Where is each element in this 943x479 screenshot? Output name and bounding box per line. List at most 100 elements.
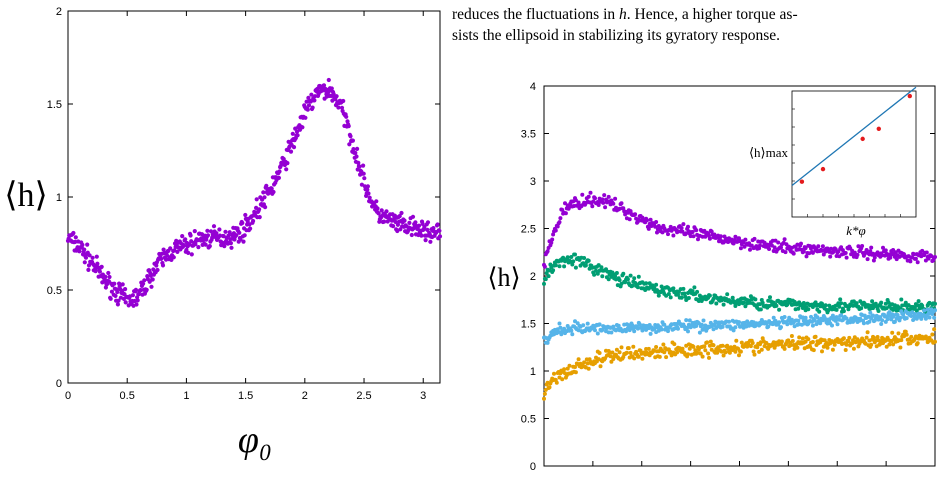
data-point-series-1 — [868, 249, 873, 254]
data-point — [181, 243, 187, 248]
data-point-series-1 — [707, 236, 712, 241]
data-point-series-3 — [694, 324, 699, 328]
data-point — [375, 206, 380, 211]
data-point-series-3 — [573, 319, 577, 324]
data-point — [115, 289, 120, 295]
data-point-series-4 — [887, 342, 892, 347]
data-point-series-4 — [751, 349, 756, 354]
data-point-series-1 — [563, 201, 567, 206]
data-point-series-1 — [645, 218, 649, 223]
inset-data-point — [820, 166, 826, 172]
data-point — [276, 175, 281, 180]
data-point — [205, 233, 211, 238]
data-point — [357, 164, 362, 169]
data-point-series-3 — [595, 331, 600, 336]
data-point — [248, 226, 253, 231]
data-point-series-1 — [545, 249, 550, 254]
data-point-series-3 — [867, 319, 872, 324]
data-point — [82, 260, 87, 265]
data-point-series-3 — [885, 317, 890, 322]
data-point-series-1 — [553, 228, 558, 233]
data-point — [348, 134, 353, 139]
data-point-series-4 — [640, 356, 645, 361]
data-point-series-4 — [675, 350, 680, 355]
data-point — [437, 234, 443, 239]
data-point-series-1 — [580, 192, 585, 197]
data-point-series-2 — [562, 264, 567, 269]
data-point-series-4 — [755, 345, 760, 350]
data-point-series-1 — [803, 246, 808, 251]
data-point-series-3 — [782, 315, 787, 319]
data-point-series-1 — [782, 237, 787, 242]
data-point-series-2 — [914, 308, 919, 313]
data-point — [99, 264, 104, 269]
y-tick-label: 1.5 — [47, 99, 62, 111]
data-point-series-2 — [571, 259, 576, 264]
data-point-series-1 — [804, 254, 809, 259]
data-point-series-4 — [617, 350, 622, 355]
data-point-series-2 — [557, 264, 562, 269]
data-point-series-2 — [823, 303, 828, 308]
data-point-series-3 — [593, 328, 597, 333]
data-point — [257, 207, 262, 212]
data-point-series-4 — [703, 348, 708, 353]
data-point — [144, 287, 149, 292]
data-point-series-2 — [686, 296, 691, 300]
data-point-series-4 — [790, 339, 795, 343]
data-point — [234, 233, 239, 238]
data-point — [329, 86, 334, 91]
data-point-series-4 — [800, 336, 805, 341]
data-point-series-4 — [865, 330, 870, 335]
data-point-series-2 — [668, 295, 673, 300]
data-point-series-1 — [810, 250, 815, 255]
data-point-series-4 — [614, 347, 619, 352]
data-point — [237, 230, 242, 235]
data-point — [83, 255, 89, 260]
data-point-series-1 — [555, 224, 560, 229]
data-point-series-4 — [844, 342, 849, 347]
data-point-series-1 — [844, 255, 849, 260]
data-point-series-2 — [695, 289, 700, 294]
data-point — [180, 234, 185, 239]
data-point-series-4 — [687, 346, 692, 351]
data-point-series-2 — [565, 255, 570, 260]
data-point-series-2 — [692, 285, 697, 290]
data-point — [189, 252, 194, 257]
x-tick-label: 1.5 — [238, 390, 253, 402]
data-point-series-3 — [922, 308, 927, 313]
data-point — [150, 277, 155, 282]
data-point-series-4 — [820, 349, 824, 354]
y-tick-label: 0 — [530, 461, 536, 473]
data-point-series-1 — [586, 194, 591, 199]
data-point-series-4 — [609, 359, 614, 364]
data-point-series-4 — [757, 349, 762, 354]
data-point — [221, 234, 226, 239]
data-point — [300, 125, 305, 130]
data-point-series-3 — [727, 319, 731, 324]
data-point — [115, 302, 120, 307]
data-point-series-3 — [771, 315, 776, 320]
data-point-series-4 — [691, 344, 696, 349]
data-point — [309, 92, 314, 97]
inset-frame — [791, 90, 917, 218]
data-point-series-4 — [664, 355, 669, 360]
data-point-series-2 — [671, 286, 676, 291]
data-point-series-4 — [636, 354, 641, 359]
data-point-series-2 — [813, 300, 818, 305]
data-point-series-3 — [904, 316, 909, 321]
data-point-series-4 — [698, 351, 703, 356]
data-point-series-4 — [705, 340, 710, 345]
data-point-series-4 — [721, 353, 726, 358]
data-point-series-1 — [809, 246, 813, 251]
data-point-series-4 — [638, 348, 643, 353]
data-point — [149, 284, 154, 289]
data-point — [112, 281, 117, 286]
data-point — [223, 229, 228, 234]
data-point-series-1 — [712, 232, 717, 237]
data-point-series-3 — [662, 322, 667, 327]
data-point-series-3 — [878, 315, 883, 320]
data-point-series-4 — [759, 347, 764, 352]
data-point-series-1 — [551, 232, 556, 237]
data-point-series-1 — [856, 244, 861, 249]
data-point-series-4 — [846, 339, 851, 344]
